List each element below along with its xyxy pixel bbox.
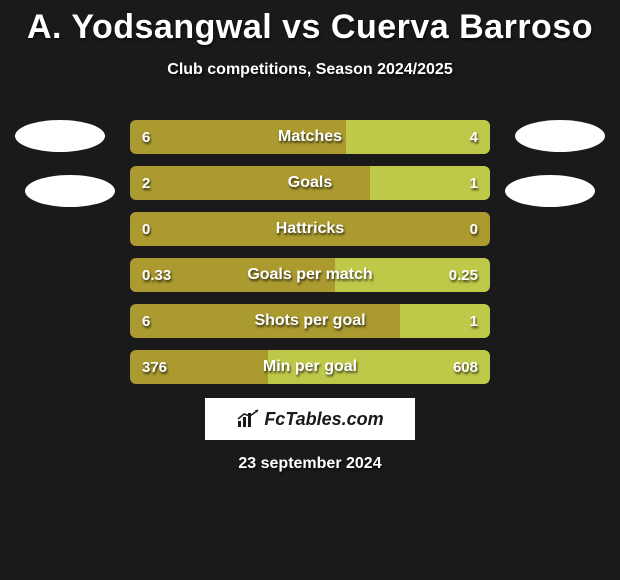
stats-bars: 64Matches 21Goals 00Hattricks 0.330.25Goals… — [130, 120, 490, 396]
player-left-avatar-1 — [15, 120, 105, 152]
stat-row: 376608Min per goal — [130, 350, 490, 384]
stat-row: 64Matches — [130, 120, 490, 154]
stat-bar-right — [335, 258, 490, 292]
logo-text: FcTables.com — [264, 409, 383, 430]
stat-bar-left — [130, 120, 346, 154]
subtitle: Club competitions, Season 2024/2025 — [0, 61, 620, 79]
player-right-avatar-1 — [515, 120, 605, 152]
chart-icon — [236, 409, 260, 429]
stat-bar-right — [268, 350, 490, 384]
stat-bar-left — [130, 258, 335, 292]
stat-bar-right — [370, 166, 490, 200]
stat-bar-right — [400, 304, 490, 338]
logo-box: FcTables.com — [205, 398, 415, 440]
player-left-avatar-2 — [25, 175, 115, 207]
stat-row: 61Shots per goal — [130, 304, 490, 338]
stat-row: 21Goals — [130, 166, 490, 200]
page-title: A. Yodsangwal vs Cuerva Barroso — [0, 0, 620, 47]
player-right-avatar-2 — [505, 175, 595, 207]
stat-bar-left — [130, 212, 490, 246]
stat-bar-left — [130, 166, 370, 200]
stat-bar-right — [346, 120, 490, 154]
date-text: 23 september 2024 — [0, 455, 620, 473]
stat-row: 00Hattricks — [130, 212, 490, 246]
stat-row: 0.330.25Goals per match — [130, 258, 490, 292]
stat-bar-left — [130, 350, 268, 384]
stat-bar-left — [130, 304, 400, 338]
